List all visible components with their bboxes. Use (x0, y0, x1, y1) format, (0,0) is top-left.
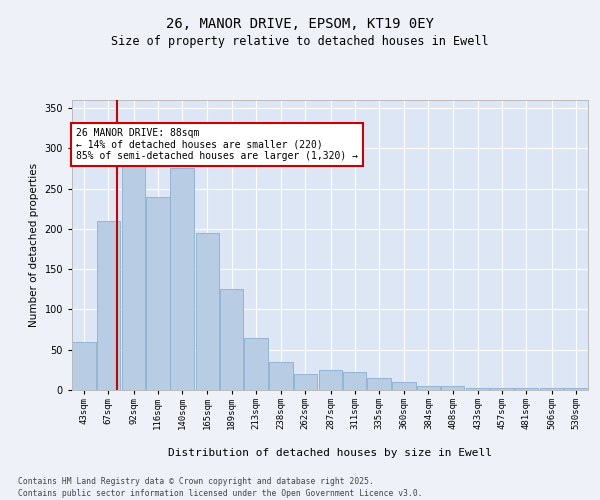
Bar (564, 388, 587, 390)
Bar (293, 374, 317, 390)
Y-axis label: Number of detached properties: Number of detached properties (29, 163, 39, 327)
Bar (540, 388, 563, 390)
Text: Size of property relative to detached houses in Ewell: Size of property relative to detached ho… (111, 35, 489, 48)
Text: Distribution of detached houses by size in Ewell: Distribution of detached houses by size … (168, 448, 492, 458)
Bar (73, 342, 96, 390)
Text: Contains HM Land Registry data © Crown copyright and database right 2025.: Contains HM Land Registry data © Crown c… (18, 476, 374, 486)
Bar (220, 290, 243, 390)
Bar (392, 382, 416, 390)
Bar (441, 386, 464, 390)
Bar (515, 388, 538, 390)
Bar (244, 338, 268, 390)
Text: 26 MANOR DRIVE: 88sqm
← 14% of detached houses are smaller (220)
85% of semi-det: 26 MANOR DRIVE: 88sqm ← 14% of detached … (76, 128, 358, 162)
Bar (319, 370, 342, 390)
Bar (196, 233, 219, 390)
Text: 26, MANOR DRIVE, EPSOM, KT19 0EY: 26, MANOR DRIVE, EPSOM, KT19 0EY (166, 18, 434, 32)
Bar (97, 221, 120, 390)
Bar (122, 160, 145, 390)
Bar (170, 168, 194, 390)
Bar (146, 196, 170, 390)
Bar (269, 362, 293, 390)
Bar (417, 386, 440, 390)
Bar (367, 378, 391, 390)
Bar (343, 372, 367, 390)
Text: Contains public sector information licensed under the Open Government Licence v3: Contains public sector information licen… (18, 490, 422, 498)
Bar (466, 388, 490, 390)
Bar (490, 388, 514, 390)
